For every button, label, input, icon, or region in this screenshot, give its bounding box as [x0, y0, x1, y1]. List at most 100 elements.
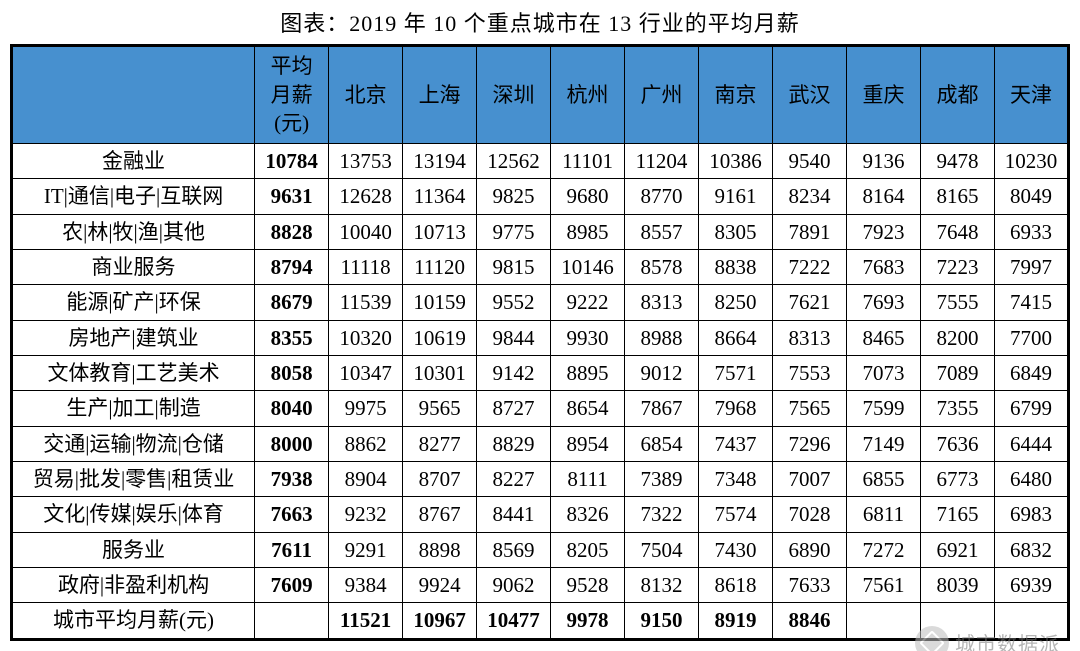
- cell-value: 8985: [551, 214, 625, 249]
- cell-value: 9775: [477, 214, 551, 249]
- cell-value: 10230: [994, 144, 1068, 179]
- row-label: 房地产|建筑业: [12, 320, 255, 355]
- cell-value: 7430: [699, 532, 773, 567]
- row-label: 能源|矿产|环保: [12, 285, 255, 320]
- cell-value: 7223: [920, 250, 994, 285]
- cell-value: 9478: [920, 144, 994, 179]
- cell-value: 8164: [846, 179, 920, 214]
- cell-value: 8895: [551, 356, 625, 391]
- cell-value: 8557: [625, 214, 699, 249]
- row-label: 金融业: [12, 144, 255, 179]
- table-row: 文化|传媒|娱乐|体育76639232876784418326732275747…: [12, 497, 1069, 532]
- cell-value: 7648: [920, 214, 994, 249]
- cell-value: 8919: [699, 603, 773, 639]
- chart-title: 图表：2019 年 10 个重点城市在 13 行业的平均月薪: [10, 6, 1070, 38]
- cell-value: 9844: [477, 320, 551, 355]
- cell-value: 6983: [994, 497, 1068, 532]
- cell-value: 8904: [329, 462, 403, 497]
- row-label: 城市平均月薪(元): [12, 603, 255, 639]
- header-city: 杭州: [551, 46, 625, 144]
- cell-value: 7222: [773, 250, 847, 285]
- cell-value: 8205: [551, 532, 625, 567]
- cell-value: 9012: [625, 356, 699, 391]
- cell-value: 9062: [477, 568, 551, 603]
- cell-value: 7272: [846, 532, 920, 567]
- table-row: 政府|非盈利机构76099384992490629528813286187633…: [12, 568, 1069, 603]
- cell-value: 10386: [699, 144, 773, 179]
- row-avg: 8058: [255, 356, 329, 391]
- row-avg: 8000: [255, 426, 329, 461]
- cell-value: 7073: [846, 356, 920, 391]
- cell-value: 9815: [477, 250, 551, 285]
- cell-value: 6811: [846, 497, 920, 532]
- cell-value: 7574: [699, 497, 773, 532]
- cell-value: 7437: [699, 426, 773, 461]
- cell-value: 9978: [551, 603, 625, 639]
- cell-value: 7633: [773, 568, 847, 603]
- cell-value: 8132: [625, 568, 699, 603]
- row-avg: 7611: [255, 532, 329, 567]
- cell-value: 9161: [699, 179, 773, 214]
- header-city: 北京: [329, 46, 403, 144]
- cell-value: 10301: [403, 356, 477, 391]
- cell-value: 8954: [551, 426, 625, 461]
- cell-value: 7891: [773, 214, 847, 249]
- cell-value: 9565: [403, 391, 477, 426]
- cell-value: 12628: [329, 179, 403, 214]
- cell-value: 6933: [994, 214, 1068, 249]
- cell-value: 7007: [773, 462, 847, 497]
- row-avg: 7609: [255, 568, 329, 603]
- header-city: 深圳: [477, 46, 551, 144]
- table-row: 贸易|批发|零售|租赁业7938890487078227811173897348…: [12, 462, 1069, 497]
- cell-value: 8326: [551, 497, 625, 532]
- cell-value: 8111: [551, 462, 625, 497]
- cell-value: 6854: [625, 426, 699, 461]
- cell-value: 11118: [329, 250, 403, 285]
- row-avg: 10784: [255, 144, 329, 179]
- cell-value: 8654: [551, 391, 625, 426]
- header-avg-line3: (元): [274, 111, 309, 135]
- cell-value: 12562: [477, 144, 551, 179]
- cell-value: 10040: [329, 214, 403, 249]
- cell-value: 9975: [329, 391, 403, 426]
- cell-value: 7599: [846, 391, 920, 426]
- cell-value: 7028: [773, 497, 847, 532]
- table-row: 文体教育|工艺美术8058103471030191428895901275717…: [12, 356, 1069, 391]
- cell-value: 9384: [329, 568, 403, 603]
- cell-value: 8165: [920, 179, 994, 214]
- cell-value: 7565: [773, 391, 847, 426]
- cell-value: 7571: [699, 356, 773, 391]
- cell-value: 8227: [477, 462, 551, 497]
- cell-value: 6890: [773, 532, 847, 567]
- cell-value: 7561: [846, 568, 920, 603]
- row-label: 交通|运输|物流|仓储: [12, 426, 255, 461]
- cell-value: 10619: [403, 320, 477, 355]
- cell-value: [846, 603, 920, 639]
- header-avg-line1: 平均: [271, 54, 313, 78]
- table-header-row: 平均 月薪 (元) 北京 上海 深圳 杭州 广州 南京 武汉 重庆 成都 天津: [12, 46, 1069, 144]
- cell-value: 10477: [477, 603, 551, 639]
- row-avg: 8679: [255, 285, 329, 320]
- cell-value: 8465: [846, 320, 920, 355]
- cell-value: 6799: [994, 391, 1068, 426]
- row-label: 政府|非盈利机构: [12, 568, 255, 603]
- cell-value: 7923: [846, 214, 920, 249]
- cell-value: 7089: [920, 356, 994, 391]
- cell-value: 10967: [403, 603, 477, 639]
- header-city: 重庆: [846, 46, 920, 144]
- table-row: 商业服务879411118111209815101468578883872227…: [12, 250, 1069, 285]
- cell-value: 9540: [773, 144, 847, 179]
- cell-value: 9825: [477, 179, 551, 214]
- cell-value: 7997: [994, 250, 1068, 285]
- cell-value: 7165: [920, 497, 994, 532]
- cell-value: 7322: [625, 497, 699, 532]
- cell-value: 8578: [625, 250, 699, 285]
- cell-value: 9528: [551, 568, 625, 603]
- cell-value: 13194: [403, 144, 477, 179]
- source-label: 资料来源：智联招聘，泽平宏观: [16, 647, 1070, 651]
- cell-value: 9291: [329, 532, 403, 567]
- cell-value: 7636: [920, 426, 994, 461]
- cell-value: 10713: [403, 214, 477, 249]
- header-city: 成都: [920, 46, 994, 144]
- cell-value: 11364: [403, 179, 477, 214]
